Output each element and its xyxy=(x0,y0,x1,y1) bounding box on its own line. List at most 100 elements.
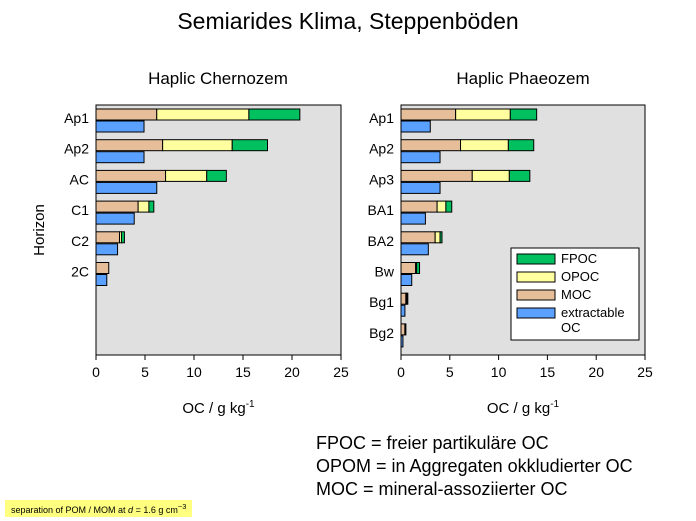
chart-panel-2: Haplic Phaeozem 0 5 10 15 20 25 OC / g kg-1 Ap1 A… xyxy=(368,69,653,417)
bar-moc xyxy=(95,169,167,182)
horizon-row-2c: 2C xyxy=(71,262,110,286)
bar-moc xyxy=(400,323,406,336)
bar-fpoc xyxy=(509,108,538,121)
legend-item-opoc: OPOC xyxy=(516,269,599,284)
bar-opoc xyxy=(460,139,509,152)
legend-swatch xyxy=(516,289,556,301)
bar-moc xyxy=(95,108,158,121)
x-tick-label: 15 xyxy=(235,364,251,380)
bar-fpoc xyxy=(508,169,531,182)
legend-item-moc: MOC xyxy=(516,287,591,302)
bar-moc xyxy=(400,231,436,244)
horizon-label: Bg1 xyxy=(369,294,394,310)
x-tick-label: 25 xyxy=(333,364,349,380)
horizon-row-ap3: Ap3 xyxy=(369,169,531,194)
bar-moc xyxy=(95,139,164,152)
chart-panel-1: Haplic Chernozem Horizon 0 5 10 15 20 25 OC / g … xyxy=(31,69,349,417)
bar-extractable-oc xyxy=(400,212,426,225)
x-tick-label: 0 xyxy=(92,364,100,380)
horizon-label: Ap3 xyxy=(369,171,394,187)
bar-moc xyxy=(400,108,457,121)
x-tick-label: 10 xyxy=(186,364,202,380)
x-tick-label: 5 xyxy=(141,364,149,380)
horizon-row-ap1: Ap1 xyxy=(369,108,538,133)
horizon-row-bg1: Bg1 xyxy=(369,292,409,317)
legend-label: FPOC xyxy=(561,251,597,266)
bar-opoc xyxy=(162,139,233,152)
bar-opoc xyxy=(165,169,208,182)
definition-fpoc: FPOC = freier partikuläre OC xyxy=(316,433,549,453)
legend-swatch xyxy=(516,253,556,265)
legend-item-fpoc: FPOC xyxy=(516,251,597,266)
horizon-label: Bw xyxy=(375,264,395,280)
definition-opom: OPOM = in Aggregaten okkludierter OC xyxy=(316,456,633,476)
bar-fpoc xyxy=(404,323,407,336)
page-title: Semiarides Klima, Steppenböden xyxy=(177,8,519,34)
bar-moc xyxy=(95,200,139,213)
footnote-text-before: separation of POM / MOM at xyxy=(11,505,129,515)
bar-opoc xyxy=(137,200,150,213)
bar-extractable-oc xyxy=(400,151,441,164)
horizon-label: Ap2 xyxy=(64,141,89,157)
horizon-row-bg2: Bg2 xyxy=(369,323,407,348)
bar-extractable-oc xyxy=(400,120,431,133)
horizon-row-bw: Bw xyxy=(375,262,421,286)
bar-extractable-oc xyxy=(95,120,145,133)
definitions-block: FPOC = freier partikuläre OC OPOM = in A… xyxy=(316,432,633,501)
bar-extractable-oc xyxy=(95,181,158,194)
x-tick-label: 0 xyxy=(397,364,405,380)
legend-swatch xyxy=(516,307,556,319)
legend-label: MOC xyxy=(561,287,591,302)
x-axis-label-exponent: -1 xyxy=(246,399,255,410)
footnote-text-after: = 1.6 g cm xyxy=(133,505,178,515)
bar-extractable-oc xyxy=(95,243,119,256)
x-axis-label: OC / g kg-1 xyxy=(182,399,255,417)
bar-fpoc xyxy=(231,139,268,152)
legend-label: OPOC xyxy=(561,269,599,284)
x-tick-label: 20 xyxy=(588,364,604,380)
horizon-label: AC xyxy=(70,171,89,187)
legend-swatch xyxy=(516,271,556,283)
horizon-row-ap2: Ap2 xyxy=(64,139,268,164)
bar-moc xyxy=(400,169,473,182)
bar-opoc xyxy=(156,108,250,121)
bar-extractable-oc xyxy=(400,274,413,286)
bar-fpoc xyxy=(416,262,421,274)
bar-fpoc xyxy=(439,231,443,244)
legend-label-line: OC xyxy=(561,320,581,335)
bar-extractable-oc xyxy=(95,274,108,286)
legend-label-line: extractable xyxy=(561,305,625,320)
bar-fpoc xyxy=(406,292,409,305)
x-tick-label: 15 xyxy=(540,364,556,380)
bar-extractable-oc xyxy=(400,243,429,256)
definition-moc: MOC = mineral-assoziierter OC xyxy=(316,479,568,499)
bar-opoc xyxy=(436,200,447,213)
bar-extractable-oc xyxy=(400,181,441,194)
horizon-row-c1: C1 xyxy=(71,200,155,225)
x-axis-label: OC / g kg-1 xyxy=(487,399,560,417)
bar-fpoc xyxy=(148,200,155,213)
bar-fpoc xyxy=(248,108,301,121)
horizon-label: C1 xyxy=(71,202,89,218)
horizon-label: Bg2 xyxy=(369,325,394,341)
horizon-row-ac: AC xyxy=(70,169,227,194)
legend-label: extractable OC xyxy=(561,305,625,335)
y-axis-label: Horizon xyxy=(31,204,48,256)
panel-title: Haplic Chernozem xyxy=(148,69,288,88)
legend-item-extractable-oc: extractable OC xyxy=(516,305,625,335)
horizon-label: BA2 xyxy=(368,233,395,249)
horizon-label: C2 xyxy=(71,233,89,249)
footnote-variable: d xyxy=(128,505,134,515)
horizon-label: Ap1 xyxy=(369,110,394,126)
bar-moc xyxy=(400,262,417,274)
panel-title: Haplic Phaeozem xyxy=(456,69,589,88)
horizon-label: Ap2 xyxy=(369,141,394,157)
x-tick-label: 20 xyxy=(284,364,300,380)
horizon-row-c2: C2 xyxy=(71,231,125,256)
horizon-row-ap1: Ap1 xyxy=(64,108,301,133)
legend: FPOC OPOC MOC extractable OC xyxy=(510,247,640,341)
x-axis-label-text: OC / g kg xyxy=(182,400,245,417)
bar-fpoc xyxy=(445,200,453,213)
horizon-row-ba2: BA2 xyxy=(368,231,443,256)
